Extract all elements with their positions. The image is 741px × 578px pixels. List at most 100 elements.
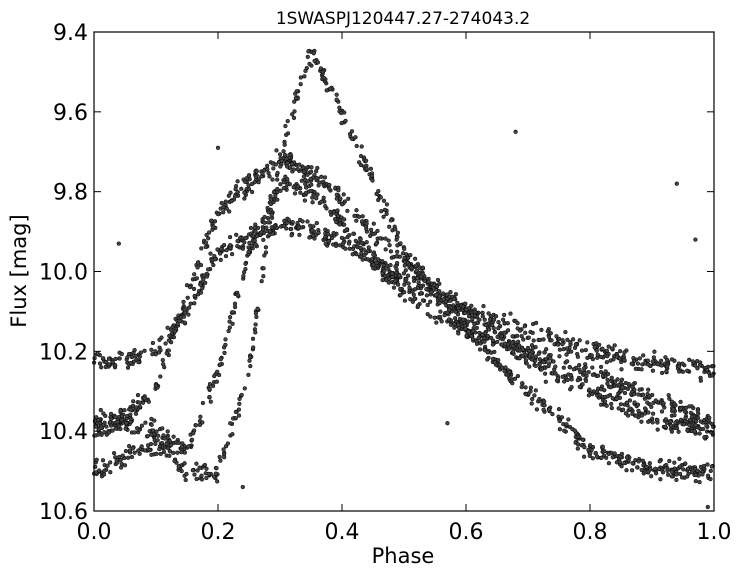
data-point-s0 — [508, 375, 513, 380]
data-point-s0 — [214, 466, 219, 471]
data-point-s0 — [236, 413, 242, 418]
data-point-s2 — [465, 319, 471, 324]
data-point-s2 — [175, 321, 180, 326]
data-point-s1 — [336, 188, 341, 193]
data-point-s3 — [495, 334, 500, 340]
data-point-s3 — [298, 190, 303, 195]
x-tick-label: 0.2 — [201, 520, 236, 545]
data-point-s2 — [646, 362, 651, 367]
data-point-s0 — [356, 160, 362, 165]
data-point-s0 — [263, 245, 269, 250]
data-point-s2 — [110, 359, 115, 365]
data-point-s0 — [123, 448, 129, 454]
data-point-s3 — [603, 369, 608, 374]
data-point-s3 — [637, 387, 642, 392]
data-point-s1 — [243, 179, 248, 184]
data-point-s3 — [149, 432, 154, 437]
data-point-s0 — [512, 376, 518, 381]
data-point-s2 — [149, 347, 154, 352]
data-point-s2 — [309, 228, 315, 233]
data-point-s3 — [191, 431, 196, 436]
data-point-s1 — [265, 163, 270, 168]
data-point-s2 — [487, 317, 493, 322]
data-point-s0 — [381, 198, 387, 203]
data-point-s3 — [159, 440, 165, 446]
data-point-s1 — [229, 198, 234, 204]
data-point-s2 — [224, 248, 229, 253]
data-point-s3 — [273, 193, 278, 198]
data-point-s0 — [120, 453, 125, 458]
data-point-s2 — [284, 220, 289, 226]
data-point-s3 — [285, 182, 290, 187]
data-point-s2 — [539, 327, 544, 333]
data-point-s2 — [165, 325, 170, 330]
data-point-s2 — [464, 307, 469, 312]
data-point-s0 — [606, 451, 612, 457]
data-point-s1 — [700, 426, 706, 432]
data-point-s0 — [230, 432, 235, 437]
data-point-s3 — [402, 298, 408, 303]
data-point-s1 — [543, 379, 548, 384]
data-point-s0 — [298, 75, 303, 80]
data-point-s2 — [617, 349, 623, 354]
data-point-s3 — [342, 222, 347, 227]
data-point-s2 — [424, 293, 430, 298]
data-point-s2 — [690, 359, 695, 364]
data-point-s0 — [230, 416, 236, 421]
data-point-s0 — [211, 474, 217, 479]
data-point-s2 — [546, 334, 552, 339]
data-point-s2 — [201, 277, 206, 282]
data-point-s1 — [624, 400, 630, 405]
data-point-s3 — [380, 277, 385, 283]
data-point-s2 — [211, 262, 216, 268]
data-point-s3 — [278, 182, 283, 187]
data-point-s3 — [568, 372, 574, 378]
data-point-s2 — [560, 342, 565, 347]
data-point-s2 — [491, 317, 497, 322]
data-point-s0 — [183, 477, 188, 483]
data-point-s1 — [642, 406, 648, 411]
data-point-s0 — [100, 458, 106, 463]
data-point-s2 — [204, 274, 210, 279]
data-point-s1 — [223, 199, 228, 204]
data-point-s3 — [207, 394, 212, 400]
data-point-s0 — [149, 452, 154, 457]
data-point-s2 — [106, 362, 112, 367]
data-point-s0 — [649, 474, 654, 479]
data-point-s3 — [149, 422, 154, 427]
data-point-s1 — [160, 357, 165, 363]
data-point-s2 — [530, 330, 535, 336]
data-point-s2 — [416, 280, 421, 285]
data-point-s3 — [598, 369, 604, 375]
data-point-s2 — [136, 359, 141, 365]
data-point-s3 — [139, 423, 145, 428]
data-point-s3 — [682, 409, 688, 414]
data-point-s2 — [346, 241, 352, 246]
data-point-s2 — [555, 342, 561, 347]
data-point-s1 — [580, 382, 585, 387]
data-point-s1 — [285, 160, 290, 166]
data-point-s3 — [106, 430, 112, 435]
data-point-s2 — [594, 348, 599, 353]
data-point-s2 — [181, 314, 187, 319]
data-point-s3 — [115, 419, 120, 425]
data-point-s0 — [239, 392, 244, 398]
data-point-s0 — [370, 178, 375, 183]
data-point-s1 — [181, 299, 186, 305]
data-point-s2 — [659, 370, 665, 376]
data-point-s3 — [165, 446, 171, 451]
data-point-s2 — [132, 347, 137, 353]
data-point-s1 — [239, 186, 244, 191]
data-point-s2 — [496, 326, 501, 331]
data-point-s3 — [669, 399, 675, 404]
data-point-s0 — [199, 477, 205, 482]
data-point-s3 — [265, 215, 271, 221]
data-point-s3 — [275, 197, 280, 202]
data-point-s2 — [698, 378, 704, 383]
data-point-s3 — [506, 346, 512, 351]
data-point-s2 — [99, 365, 104, 370]
data-point-s2 — [505, 321, 510, 326]
data-point-s3 — [281, 180, 287, 185]
data-point-s2 — [191, 286, 197, 292]
data-point-s1 — [122, 408, 127, 413]
